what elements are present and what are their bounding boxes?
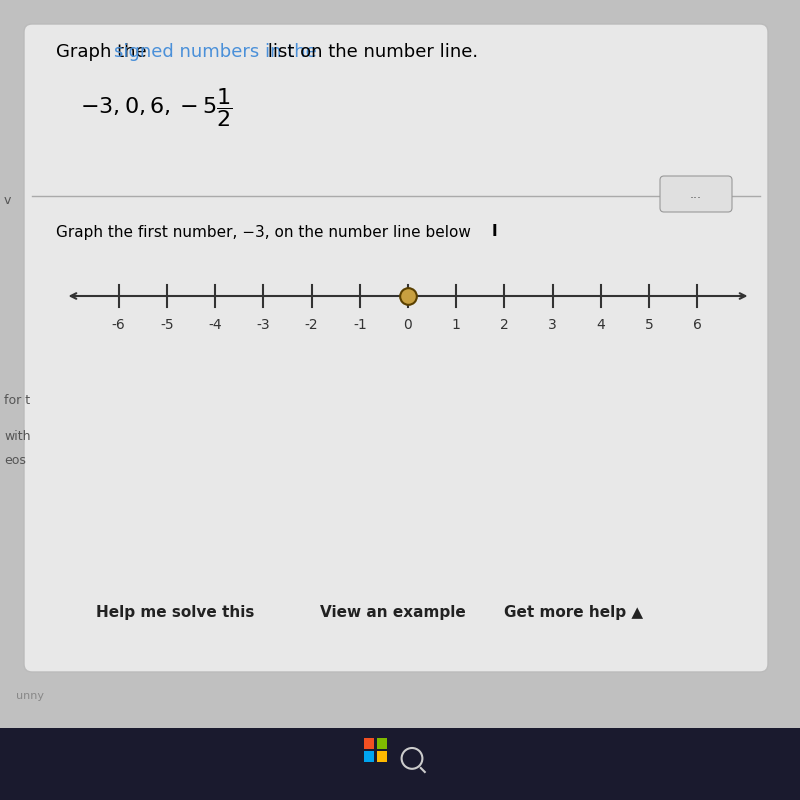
Text: 2: 2 xyxy=(500,318,509,332)
Text: 1: 1 xyxy=(452,318,461,332)
Text: signed numbers in the: signed numbers in the xyxy=(114,43,316,61)
Text: v: v xyxy=(4,194,11,206)
Text: eos: eos xyxy=(4,454,26,466)
Text: 5: 5 xyxy=(645,318,654,332)
Text: with: with xyxy=(4,430,30,442)
Text: unny: unny xyxy=(16,691,44,701)
Text: 6: 6 xyxy=(693,318,702,332)
Text: Graph the: Graph the xyxy=(56,43,152,61)
Bar xyxy=(364,738,374,749)
Text: -3: -3 xyxy=(257,318,270,332)
Text: 4: 4 xyxy=(597,318,606,332)
Bar xyxy=(0,728,800,800)
Text: -6: -6 xyxy=(112,318,126,332)
Text: -4: -4 xyxy=(208,318,222,332)
Text: $-3, 0, 6, -5\dfrac{1}{2}$: $-3, 0, 6, -5\dfrac{1}{2}$ xyxy=(80,86,233,130)
Text: -5: -5 xyxy=(160,318,174,332)
Text: Get more help ▲: Get more help ▲ xyxy=(504,605,643,619)
Text: list on the number line.: list on the number line. xyxy=(262,43,478,61)
Text: -2: -2 xyxy=(305,318,318,332)
Text: 3: 3 xyxy=(548,318,557,332)
FancyBboxPatch shape xyxy=(660,176,732,212)
Text: View an example: View an example xyxy=(320,605,466,619)
Bar xyxy=(377,738,387,749)
Text: I: I xyxy=(492,225,498,239)
Text: Help me solve this: Help me solve this xyxy=(96,605,254,619)
Bar xyxy=(377,751,387,762)
Text: Graph the first number, −3, on the number line below: Graph the first number, −3, on the numbe… xyxy=(56,225,471,239)
Text: ...: ... xyxy=(690,188,702,201)
Text: -1: -1 xyxy=(353,318,366,332)
Text: 0: 0 xyxy=(404,318,412,332)
FancyBboxPatch shape xyxy=(24,24,768,672)
Text: for t: for t xyxy=(4,394,30,406)
Bar xyxy=(364,751,374,762)
